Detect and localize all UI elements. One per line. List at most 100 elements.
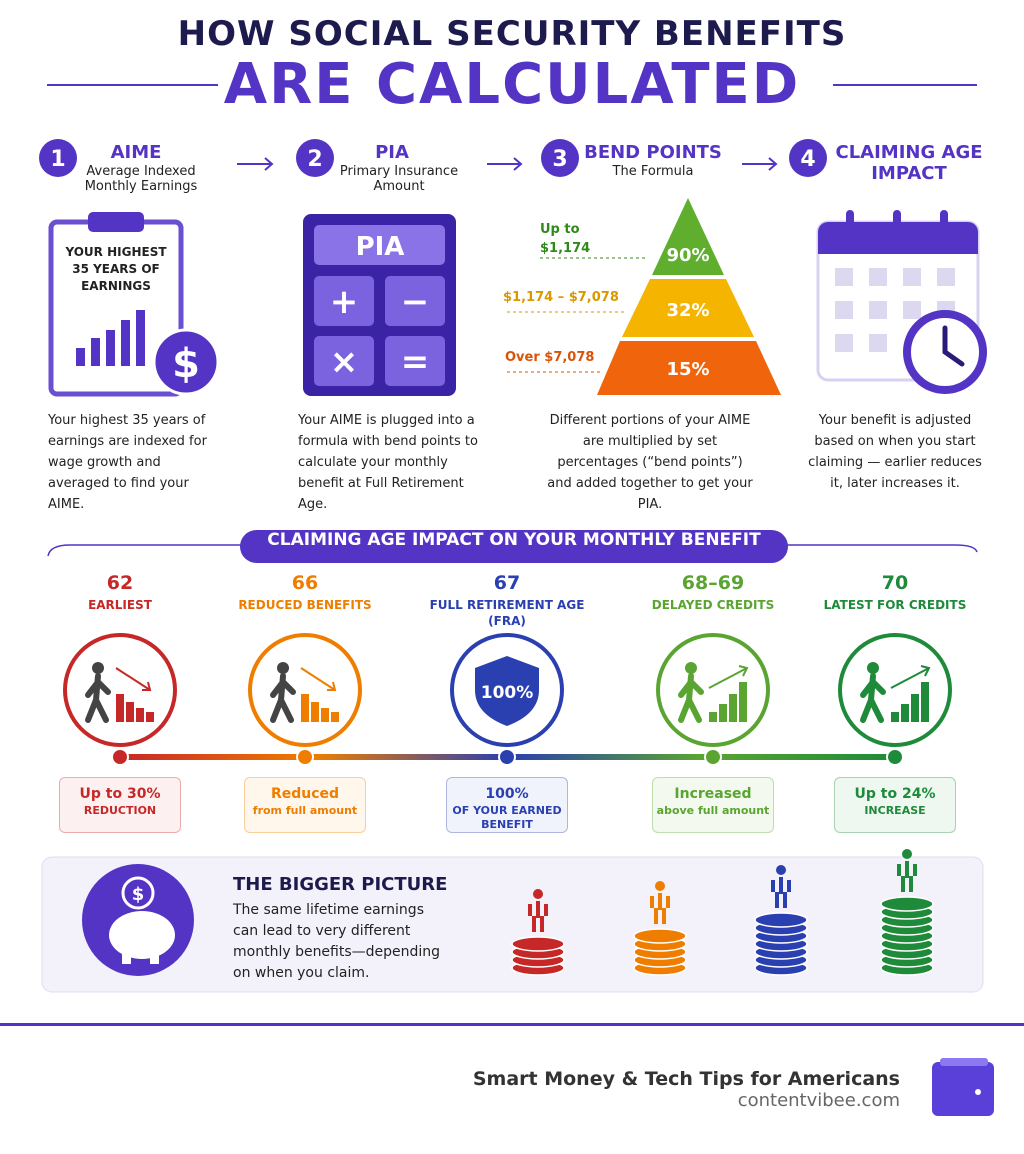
person-body	[85, 673, 111, 723]
badge-sub: above full amount	[656, 804, 770, 817]
coin	[754, 912, 808, 928]
wallet-icon	[932, 1058, 994, 1116]
coin	[880, 896, 934, 912]
step-subtitle: The Formula	[612, 164, 694, 179]
calc-key: ×	[330, 342, 359, 382]
clipboard-icon: $	[48, 212, 220, 397]
timeline-dot	[704, 748, 722, 766]
step-number: 1	[50, 147, 65, 172]
bar-icon	[719, 704, 727, 722]
age-number: 70	[881, 572, 909, 594]
calc-display: PIA	[356, 232, 405, 262]
badge-main: Reduced	[270, 786, 340, 802]
bigger-picture-panel	[41, 856, 984, 993]
age-ring	[838, 633, 952, 747]
age-ring	[656, 633, 770, 747]
bar-icon	[331, 712, 339, 722]
shield	[475, 656, 539, 726]
person-body	[650, 893, 670, 924]
bar-icon	[311, 702, 319, 722]
age-badge: Up to 24% INCREASE	[834, 777, 956, 833]
step-description: Your highest 35 years of earnings are in…	[48, 413, 207, 512]
person-body	[771, 877, 791, 908]
person-head	[867, 662, 879, 674]
bar-icon	[739, 682, 747, 722]
trend-arrow	[708, 665, 749, 689]
person-head	[277, 662, 289, 674]
person-head	[655, 881, 665, 891]
step-description: Your AIME is plugged into a formula with…	[298, 413, 478, 512]
step-title: CLAIMING AGE IMPACT	[835, 142, 983, 184]
bend-pyramid: 90% 32% 15%	[507, 198, 781, 395]
bar-icon	[146, 712, 154, 722]
tier-percent: 15%	[666, 359, 709, 380]
piggy-icon: $	[82, 864, 194, 976]
person-head	[776, 865, 786, 875]
age-number: 68–69	[681, 572, 745, 594]
badge-main: 100%	[485, 786, 529, 802]
coin	[633, 928, 687, 944]
claiming-title: CLAIMING AGE IMPACT ON YOUR MONTHLY BENE…	[240, 530, 788, 563]
title-line2: ARE CALCULATED	[223, 52, 801, 117]
calculator-icon: PIA + − × =	[303, 214, 456, 396]
age-label: REDUCED BENEFITS	[238, 598, 372, 612]
step-subtitle: Average Indexed Monthly Earnings	[84, 164, 198, 194]
clipboard-text: YOUR HIGHEST 35 YEARS OF EARNINGS	[65, 245, 167, 293]
arrows	[237, 157, 778, 171]
person-body	[528, 901, 548, 932]
person-head	[533, 889, 543, 899]
bar-icon	[729, 694, 737, 722]
age-number: 67	[493, 572, 521, 594]
tier-percent: 90%	[666, 245, 709, 266]
bar-icon	[116, 694, 124, 722]
timeline-dot	[111, 748, 129, 766]
bar-icon	[126, 702, 134, 722]
badge-sub: REDUCTION	[83, 804, 157, 817]
coin-stacks	[511, 849, 934, 976]
age-ring	[63, 633, 177, 747]
age-icon	[838, 633, 952, 766]
dollar-symbol: $	[172, 341, 200, 387]
age-label: EARLIEST	[88, 598, 152, 612]
shield-text: 100%	[481, 683, 534, 703]
tier-range: Over $7,078	[505, 350, 595, 365]
tier-percent: 32%	[666, 300, 709, 321]
person-head	[685, 662, 697, 674]
person-body	[860, 673, 886, 723]
age-label: LATEST FOR CREDITS	[823, 598, 967, 612]
age-number: 66	[291, 572, 319, 594]
person-head	[902, 849, 912, 859]
badge-main: Up to 24%	[854, 786, 936, 802]
tier-range: Up to $1,174	[540, 222, 591, 256]
title-line1: HOW SOCIAL SECURITY BENEFITS	[177, 14, 847, 54]
bar-icon	[901, 704, 909, 722]
calc-key: =	[401, 342, 430, 382]
dollar-symbol: $	[132, 884, 145, 905]
trend-arrow	[115, 667, 152, 691]
bar-icon	[136, 708, 144, 722]
age-icon: 100%	[450, 633, 564, 766]
age-badge: 100% OF YOUR EARNED BENEFIT	[446, 777, 568, 833]
bar-icon	[301, 694, 309, 722]
calendar-icon	[816, 210, 987, 394]
badge-main: Up to 30%	[79, 786, 161, 802]
bigger-picture-text: The same lifetime earnings can lead to v…	[233, 902, 441, 981]
age-icon	[63, 633, 177, 766]
trend-arrow	[890, 665, 931, 689]
bar-icon	[921, 682, 929, 722]
step-description: Different portions of your AIME are mult…	[547, 413, 753, 512]
timeline-dot	[886, 748, 904, 766]
trend-arrow	[300, 667, 337, 691]
footer-rule	[0, 1023, 1024, 1026]
step-subtitle: Primary Insurance Amount	[339, 164, 459, 194]
step-number: 4	[800, 147, 815, 172]
step-description: Your benefit is adjusted based on when y…	[808, 413, 982, 491]
step-number: 2	[307, 147, 322, 172]
age-icon	[656, 633, 770, 766]
step-badges	[39, 139, 827, 177]
tier-range: $1,174 – $7,078	[503, 290, 619, 305]
footer-tagline: Smart Money & Tech Tips for Americans	[472, 1068, 900, 1090]
badge-sub: from full amount	[252, 804, 358, 817]
